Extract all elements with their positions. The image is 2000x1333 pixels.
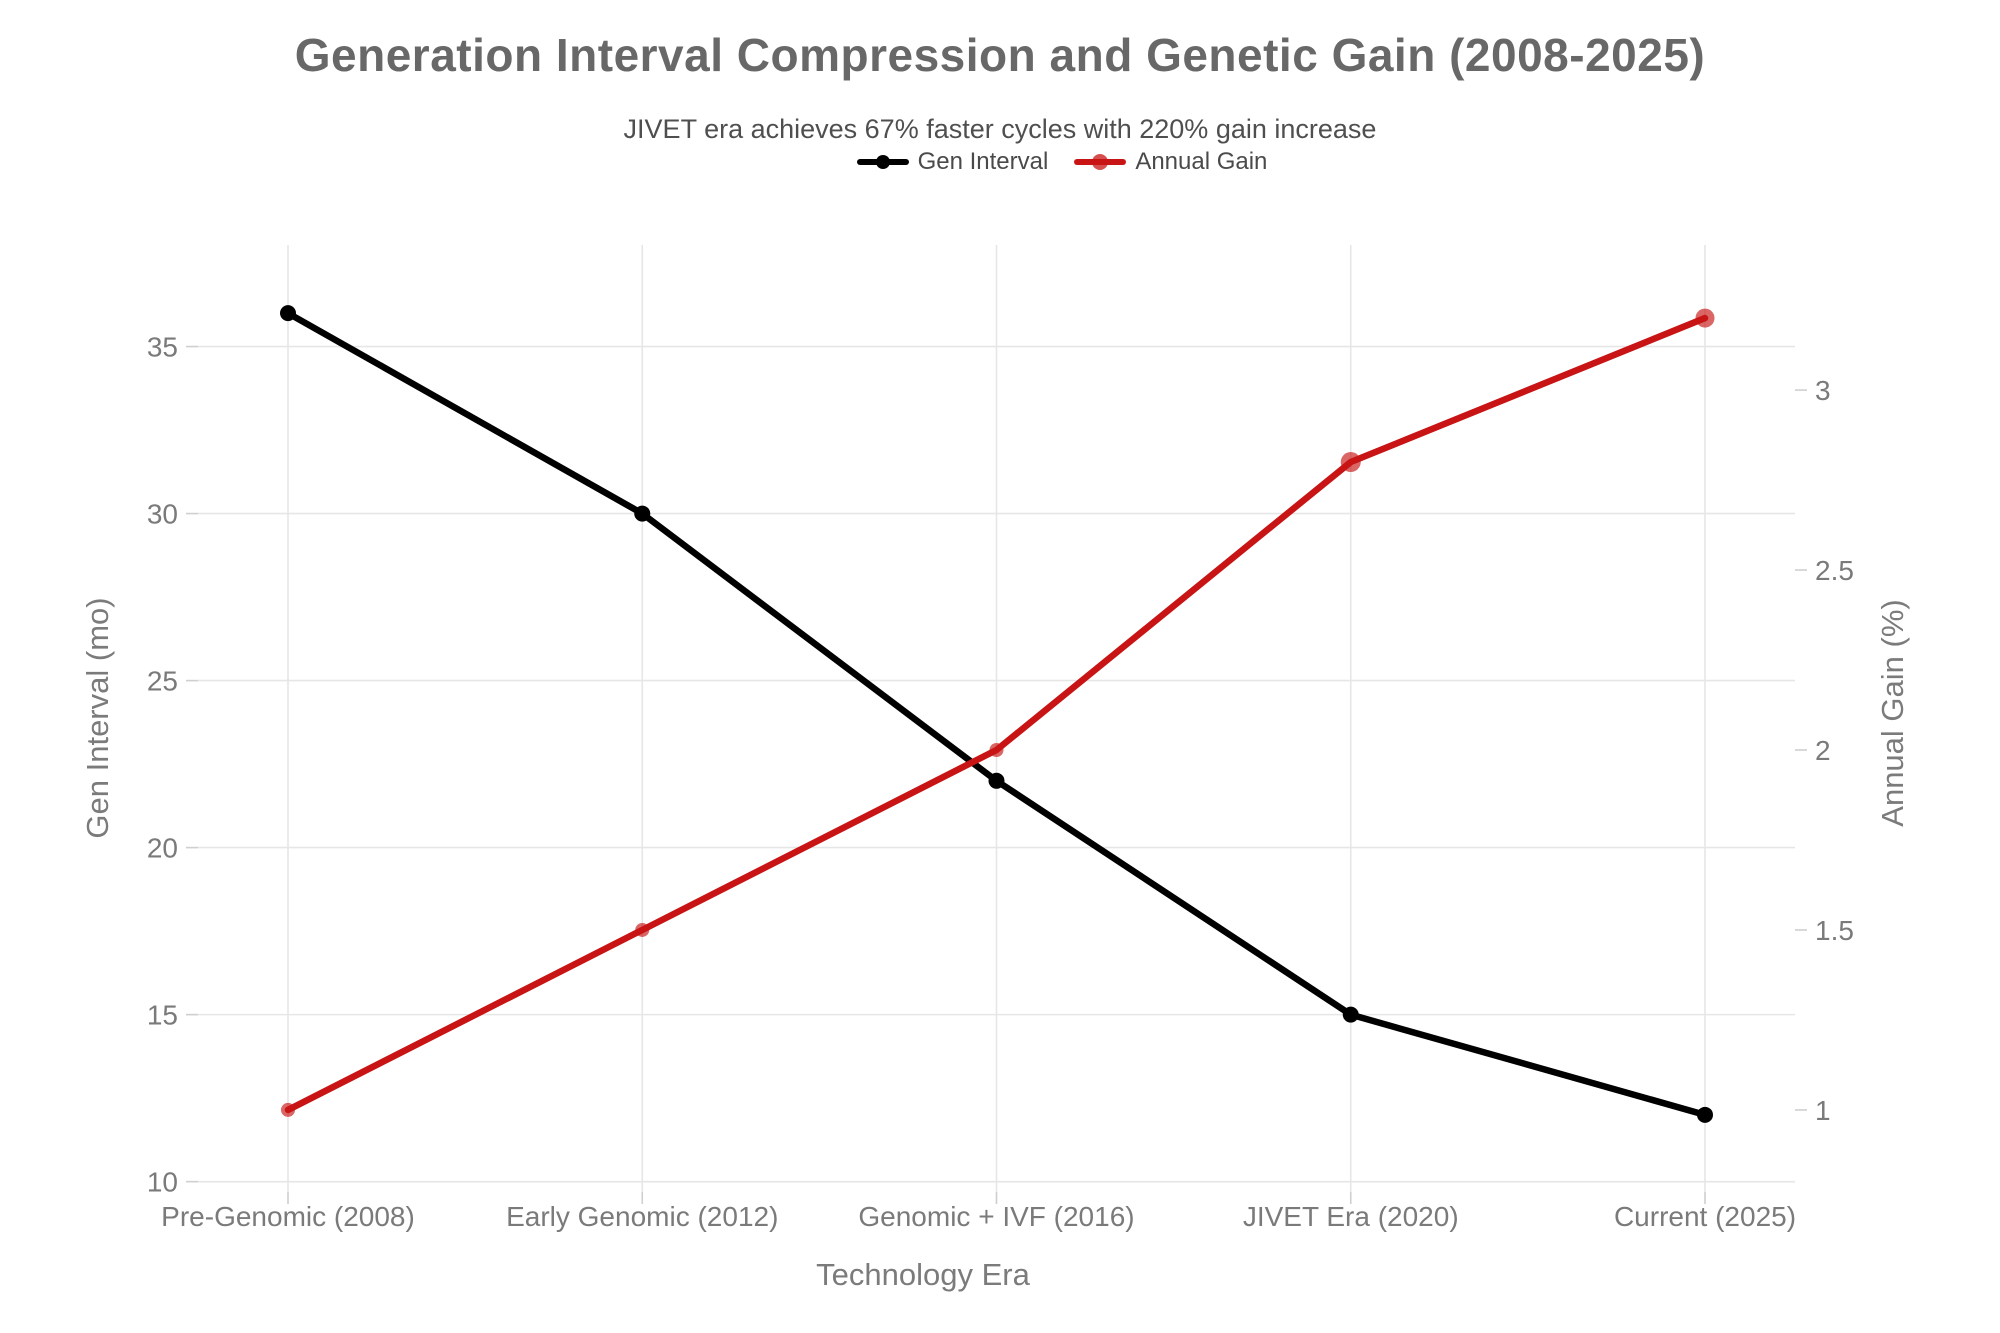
x-tick-label: JIVET Era (2020) bbox=[1243, 1201, 1459, 1232]
x-tick-label: Pre-Genomic (2008) bbox=[161, 1201, 415, 1232]
y-left-tick-label: 10 bbox=[147, 1167, 178, 1198]
y-axis-right-title: Annual Gain (%) bbox=[1875, 599, 1910, 827]
gen-interval-legend-swatch-icon bbox=[856, 155, 909, 169]
legend: Gen Interval Annual Gain bbox=[0, 148, 2000, 176]
data-point-gen-interval bbox=[280, 305, 296, 322]
y-right-tick-label: 1.5 bbox=[1815, 915, 1854, 946]
x-tick-label: Current (2025) bbox=[1614, 1201, 1796, 1232]
legend-label-annual-gain: Annual Gain bbox=[1135, 148, 1268, 175]
y-left-tick-label: 15 bbox=[147, 1000, 178, 1031]
annual-gain-legend-swatch-icon bbox=[1074, 154, 1127, 170]
series-line-annual-gain bbox=[284, 314, 1709, 1114]
x-tick-label: Early Genomic (2012) bbox=[506, 1201, 778, 1232]
data-point-gen-interval bbox=[988, 772, 1005, 789]
x-axis-title: Technology Era bbox=[816, 1257, 1030, 1292]
chart-subtitle: JIVET era achieves 67% faster cycles wit… bbox=[623, 114, 1377, 144]
chart-title: Generation Interval Compression and Gene… bbox=[294, 29, 1706, 81]
legend-item-gen-interval[interactable]: Gen Interval bbox=[856, 148, 1049, 176]
data-point-gen-interval bbox=[634, 505, 651, 522]
legend-item-annual-gain[interactable]: Annual Gain bbox=[1074, 148, 1267, 176]
x-tick-label: Genomic + IVF (2016) bbox=[858, 1201, 1134, 1232]
y-axis-left-title: Gen Interval (mo) bbox=[80, 597, 115, 839]
y-right-tick-label: 3 bbox=[1815, 375, 1831, 406]
y-left-tick-label: 30 bbox=[147, 499, 178, 530]
y-right-tick-label: 2 bbox=[1815, 735, 1831, 766]
data-point-gen-interval bbox=[1342, 1006, 1359, 1023]
y-left-tick-label: 20 bbox=[147, 833, 178, 864]
y-right-tick-label: 1 bbox=[1815, 1095, 1831, 1126]
y-left-tick-label: 25 bbox=[147, 666, 178, 697]
y-right-tick-label: 2.5 bbox=[1815, 555, 1854, 586]
legend-label-gen-interval: Gen Interval bbox=[917, 148, 1049, 175]
y-left-tick-label: 35 bbox=[147, 332, 178, 363]
data-point-gen-interval bbox=[1697, 1106, 1713, 1123]
